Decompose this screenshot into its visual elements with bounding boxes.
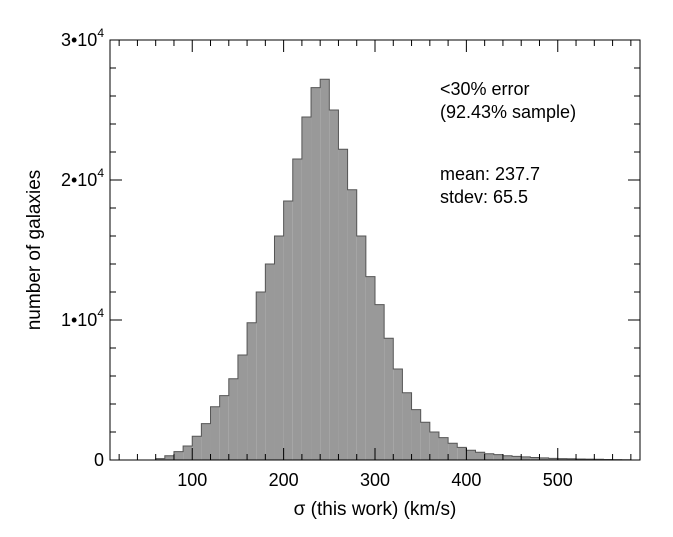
histogram-bar bbox=[512, 456, 522, 460]
histogram-bar bbox=[365, 276, 375, 460]
x-tick-label: 300 bbox=[360, 470, 390, 490]
histogram-bar bbox=[274, 236, 284, 460]
histogram-bar bbox=[566, 458, 577, 460]
y-tick-label: 2•104 bbox=[61, 166, 104, 190]
histogram-bar bbox=[411, 409, 421, 460]
y-tick-label: 1•104 bbox=[61, 306, 104, 330]
histogram-bar bbox=[493, 454, 503, 460]
x-tick-label: 500 bbox=[543, 470, 573, 490]
histogram-bar bbox=[256, 292, 266, 460]
histogram-bar bbox=[265, 264, 275, 460]
histogram-bar bbox=[155, 458, 165, 460]
y-tick-label: 3•104 bbox=[61, 26, 104, 50]
histogram-bar bbox=[429, 432, 439, 460]
y-tick-labels: 0 1•104 2•104 3•104 bbox=[61, 26, 104, 470]
histogram-bar bbox=[539, 457, 549, 460]
histogram-bar bbox=[375, 304, 385, 460]
histogram-bar bbox=[530, 457, 540, 460]
histogram-bar bbox=[311, 87, 321, 460]
y-axis-title: number of galaxies bbox=[24, 170, 45, 331]
y-tick-label: 0 bbox=[94, 450, 104, 470]
histogram-bar bbox=[210, 406, 220, 460]
histogram-bar bbox=[283, 201, 293, 460]
x-tick-labels: 100 200 300 400 500 bbox=[177, 470, 573, 490]
histogram-bar bbox=[347, 189, 357, 461]
histogram-bar bbox=[301, 117, 312, 460]
histogram-bar bbox=[173, 451, 184, 460]
histogram-bar bbox=[183, 446, 193, 460]
annotation-sample-fraction: (92.43% sample) bbox=[440, 102, 576, 122]
histogram-bar bbox=[384, 338, 394, 460]
histogram-bars bbox=[155, 78, 632, 461]
histogram-bar bbox=[521, 456, 531, 460]
histogram-bar bbox=[457, 447, 467, 460]
histogram-bar bbox=[466, 450, 476, 460]
histogram-bar bbox=[393, 369, 403, 460]
histogram-bar bbox=[247, 322, 257, 460]
histogram-bar bbox=[420, 422, 430, 460]
histogram-bar bbox=[548, 458, 558, 460]
histogram-bar bbox=[502, 455, 513, 460]
histogram-bar bbox=[475, 452, 485, 460]
histogram-bar bbox=[356, 236, 366, 460]
x-tick-label: 200 bbox=[269, 470, 299, 490]
x-tick-label: 400 bbox=[451, 470, 481, 490]
histogram-bar bbox=[192, 436, 202, 460]
annotation-stdev: stdev: 65.5 bbox=[440, 187, 528, 207]
histogram-bar bbox=[320, 79, 330, 460]
histogram-bar bbox=[448, 443, 458, 460]
histogram-bar bbox=[484, 453, 494, 460]
x-axis-title: σ (this work) (km/s) bbox=[294, 499, 457, 520]
histogram-bar bbox=[292, 159, 302, 460]
histogram-bar bbox=[402, 392, 412, 460]
histogram-bar bbox=[219, 395, 229, 460]
x-tick-label: 100 bbox=[177, 470, 207, 490]
histogram-bar bbox=[557, 458, 567, 460]
histogram-bar bbox=[164, 455, 174, 460]
annotation-error-cut: <30% error bbox=[440, 79, 530, 99]
histogram-bar bbox=[237, 355, 248, 460]
axis-ticks bbox=[110, 39, 640, 461]
histogram-bar bbox=[329, 110, 339, 460]
annotation-mean: mean: 237.7 bbox=[440, 164, 540, 184]
histogram-bar bbox=[338, 149, 348, 460]
histogram-bar bbox=[228, 378, 238, 460]
histogram-bar bbox=[438, 437, 449, 460]
histogram-bar bbox=[201, 423, 211, 460]
histogram-outline bbox=[155, 78, 632, 461]
